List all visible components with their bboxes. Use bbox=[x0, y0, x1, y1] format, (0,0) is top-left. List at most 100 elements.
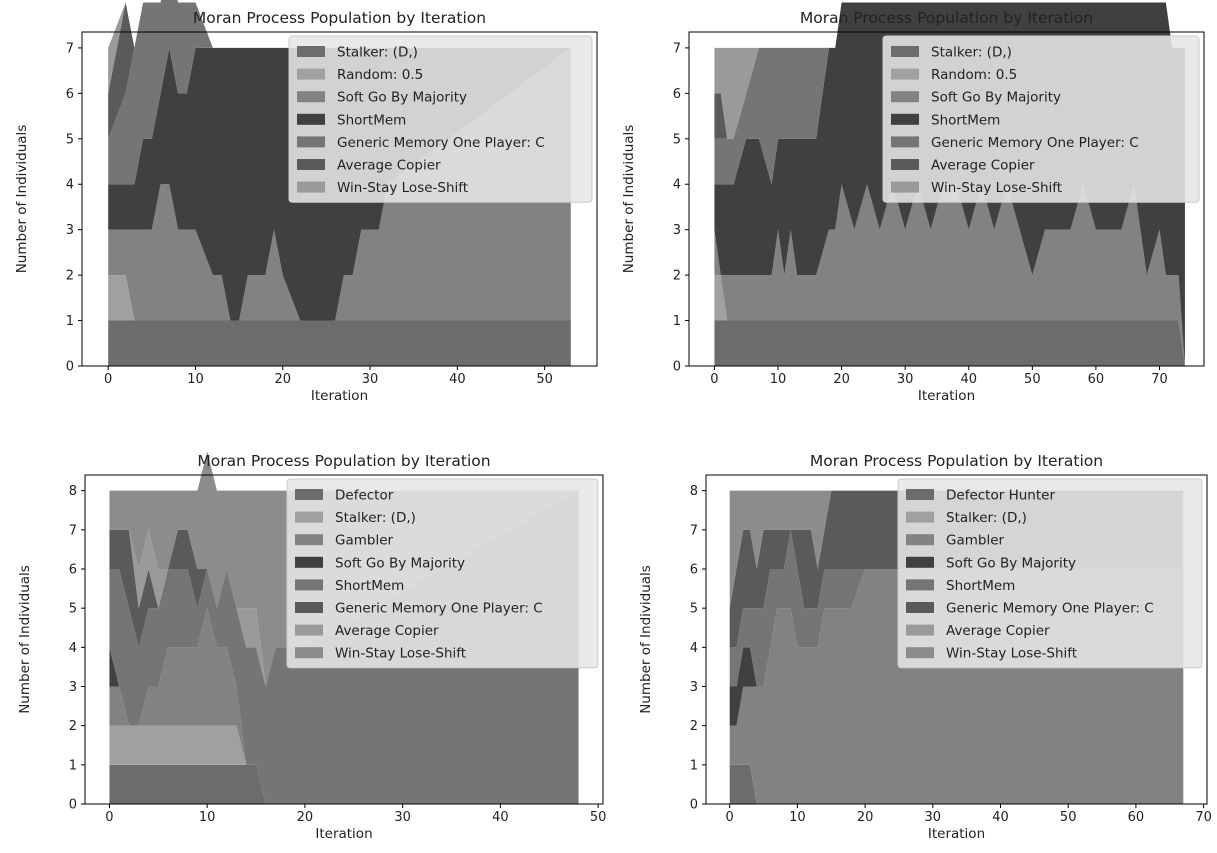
legend-label: Average Copier bbox=[337, 158, 441, 174]
y-tick-label: 6 bbox=[66, 87, 74, 102]
y-tick-label: 7 bbox=[673, 41, 681, 56]
plot-frame bbox=[84, 474, 604, 805]
legend-swatch bbox=[891, 136, 919, 148]
chart-panel-bottom-right: 0 10 20 30 40 50 60 70 0 1 2 3 4 5 6 7 8 Moran Process Po… bbox=[608, 426, 1216, 852]
plot-frame bbox=[688, 31, 1205, 367]
plot-frame bbox=[705, 474, 1208, 805]
y-tick-label: 0 bbox=[66, 360, 74, 375]
legend-swatch bbox=[891, 159, 919, 170]
legend-label: Generic Memory One Player: C bbox=[337, 135, 545, 151]
area-series-0 bbox=[714, 320, 1185, 366]
x-tick-label: 50 bbox=[536, 372, 553, 387]
y-tick-label: 7 bbox=[69, 523, 77, 538]
y-tick-label: 2 bbox=[66, 269, 74, 284]
x-tick-label: 0 bbox=[104, 372, 112, 387]
x-tick-label: 50 bbox=[1060, 810, 1077, 825]
x-axis-label: Iteration bbox=[918, 388, 975, 404]
y-tick-label: 3 bbox=[66, 223, 74, 238]
legend-box bbox=[897, 478, 1203, 669]
legend-label: Gambler bbox=[335, 533, 394, 549]
y-tick-label: 0 bbox=[69, 798, 77, 813]
legend-swatch bbox=[906, 647, 934, 659]
legend-swatch bbox=[891, 113, 919, 125]
x-tick-label: 0 bbox=[105, 810, 113, 825]
y-tick-label: 1 bbox=[690, 758, 698, 773]
legend: Defector Hunter Stalker: (D,) Gambler Soft … bbox=[897, 478, 1203, 669]
legend-swatch bbox=[297, 113, 325, 125]
chart-panel-bottom-left: 0 10 20 30 40 50 0 1 2 3 4 5 6 7 8 Moran Process Popula… bbox=[0, 426, 608, 852]
legend-swatch bbox=[906, 602, 934, 613]
legend-label: Average Copier bbox=[946, 623, 1050, 639]
y-tick-label: 0 bbox=[673, 360, 681, 375]
chart-svg: 0 10 20 30 40 50 0 1 2 3 4 5 6 7 8 Moran Process Popula… bbox=[17, 451, 606, 842]
y-tick-label: 5 bbox=[69, 602, 77, 617]
x-tick-label: 20 bbox=[833, 372, 850, 387]
legend-label: ShortMem bbox=[931, 112, 1000, 128]
legend-swatch bbox=[295, 556, 323, 568]
y-tick-label: 3 bbox=[69, 680, 77, 695]
legend-swatch bbox=[906, 511, 934, 523]
chart-panel-top-left: 0 10 20 30 40 50 0 1 2 3 4 5 6 7 Moran Process Populat… bbox=[0, 0, 608, 426]
x-tick-label: 60 bbox=[1128, 810, 1145, 825]
area-series-7 bbox=[729, 490, 1184, 609]
x-axis-label: Iteration bbox=[311, 388, 368, 404]
legend-label: Soft Go By Majority bbox=[931, 90, 1061, 106]
y-tick-label: 5 bbox=[66, 132, 74, 147]
legend-label: Defector Hunter bbox=[946, 488, 1055, 504]
chart-panel-top-right: 0 10 20 30 40 50 60 70 0 1 2 3 4 5 6 7 Moran Process Pop… bbox=[608, 0, 1216, 426]
legend-label: Average Copier bbox=[931, 158, 1035, 174]
x-tick-label: 70 bbox=[1195, 810, 1212, 825]
y-tick-label: 8 bbox=[690, 484, 698, 499]
x-tick-label: 40 bbox=[449, 372, 466, 387]
x-tick-label: 50 bbox=[1024, 372, 1041, 387]
chart-title: Moran Process Population by Iteration bbox=[193, 9, 486, 27]
chart-svg: 0 10 20 30 40 50 0 1 2 3 4 5 6 7 Moran Process Populat… bbox=[14, 0, 598, 404]
legend-label: Soft Go By Majority bbox=[946, 555, 1076, 571]
y-tick-label: 0 bbox=[690, 798, 698, 813]
x-tick-label: 40 bbox=[492, 810, 509, 825]
legend-label: Soft Go By Majority bbox=[337, 90, 467, 106]
area-series-0 bbox=[109, 764, 579, 804]
legend-label: Win-Stay Lose-Shift bbox=[946, 646, 1077, 662]
legend-box bbox=[288, 35, 593, 203]
legend-swatch bbox=[295, 579, 323, 591]
legend-label: Win-Stay Lose-Shift bbox=[335, 646, 466, 662]
legend-swatch bbox=[295, 489, 323, 500]
legend-swatch bbox=[906, 489, 934, 500]
x-tick-label: 20 bbox=[274, 372, 291, 387]
area-series-1 bbox=[109, 725, 579, 804]
legend-swatch bbox=[297, 46, 325, 57]
legend-label: ShortMem bbox=[337, 112, 406, 128]
legend-label: Stalker: (D,) bbox=[931, 45, 1012, 61]
x-tick-label: 30 bbox=[362, 372, 379, 387]
x-tick-label: 10 bbox=[789, 810, 806, 825]
area-series-4 bbox=[714, 2, 1185, 185]
y-tick-label: 7 bbox=[66, 41, 74, 56]
legend-label: Win-Stay Lose-Shift bbox=[931, 180, 1062, 196]
legend-label: Random: 0.5 bbox=[337, 67, 423, 83]
area-series-4 bbox=[108, 0, 571, 185]
y-tick-label: 2 bbox=[690, 719, 698, 734]
legend-label: ShortMem bbox=[946, 578, 1015, 594]
x-tick-label: 20 bbox=[297, 810, 314, 825]
y-tick-label: 4 bbox=[66, 178, 74, 193]
legend-swatch bbox=[297, 159, 325, 170]
y-axis-label: Number of Individuals bbox=[621, 125, 637, 274]
y-tick-label: 5 bbox=[673, 132, 681, 147]
chart-title: Moran Process Population by Iteration bbox=[810, 452, 1103, 470]
x-axis-label: Iteration bbox=[315, 826, 372, 842]
legend-box bbox=[882, 35, 1200, 203]
x-tick-label: 40 bbox=[960, 372, 977, 387]
chart-svg: 0 10 20 30 40 50 60 70 0 1 2 3 4 5 6 7 8 Moran Process Po… bbox=[638, 452, 1212, 842]
legend-swatch bbox=[891, 181, 919, 193]
y-tick-label: 4 bbox=[673, 178, 681, 193]
y-tick-label: 6 bbox=[69, 563, 77, 578]
legend-swatch bbox=[297, 68, 325, 80]
legend-swatch bbox=[297, 136, 325, 148]
legend-label: Gambler bbox=[946, 533, 1005, 549]
legend: Defector Stalker: (D,) Gambler Soft Go By M… bbox=[286, 478, 599, 669]
legend-swatch bbox=[906, 534, 934, 546]
legend-label: ShortMem bbox=[335, 578, 404, 594]
area-series-4 bbox=[729, 529, 1184, 687]
x-tick-label: 20 bbox=[857, 810, 874, 825]
